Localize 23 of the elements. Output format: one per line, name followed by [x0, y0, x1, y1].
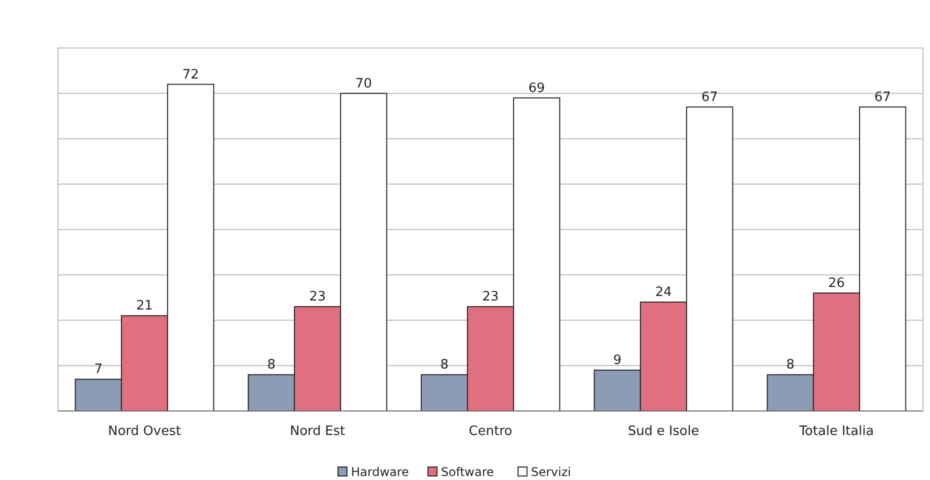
data-label: 69: [528, 80, 545, 96]
data-label: 9: [613, 353, 622, 368]
data-label: 21: [136, 298, 153, 314]
legend-label: Software: [441, 465, 494, 479]
data-label: 26: [828, 276, 845, 292]
data-label: 8: [440, 358, 449, 373]
data-label: 70: [355, 76, 372, 92]
data-label: 23: [309, 290, 326, 305]
x-tick-label: Nord Est: [290, 424, 346, 439]
x-tick-label: Sud e Isole: [628, 424, 700, 439]
legend-label: Servizi: [531, 465, 572, 479]
data-label: 67: [701, 90, 718, 105]
data-label: 72: [182, 67, 199, 82]
data-label: 23: [482, 290, 499, 305]
data-label: 8: [267, 358, 276, 373]
data-label: 67: [874, 90, 891, 105]
data-label: 24: [655, 285, 672, 300]
data-label: 7: [94, 362, 103, 378]
x-tick-label: Centro: [468, 424, 512, 439]
x-tick-label: Nord Ovest: [108, 424, 181, 439]
legend-label: Hardware: [351, 465, 409, 479]
data-label: 8: [786, 358, 795, 373]
x-tick-label: Totale Italia: [798, 424, 874, 439]
